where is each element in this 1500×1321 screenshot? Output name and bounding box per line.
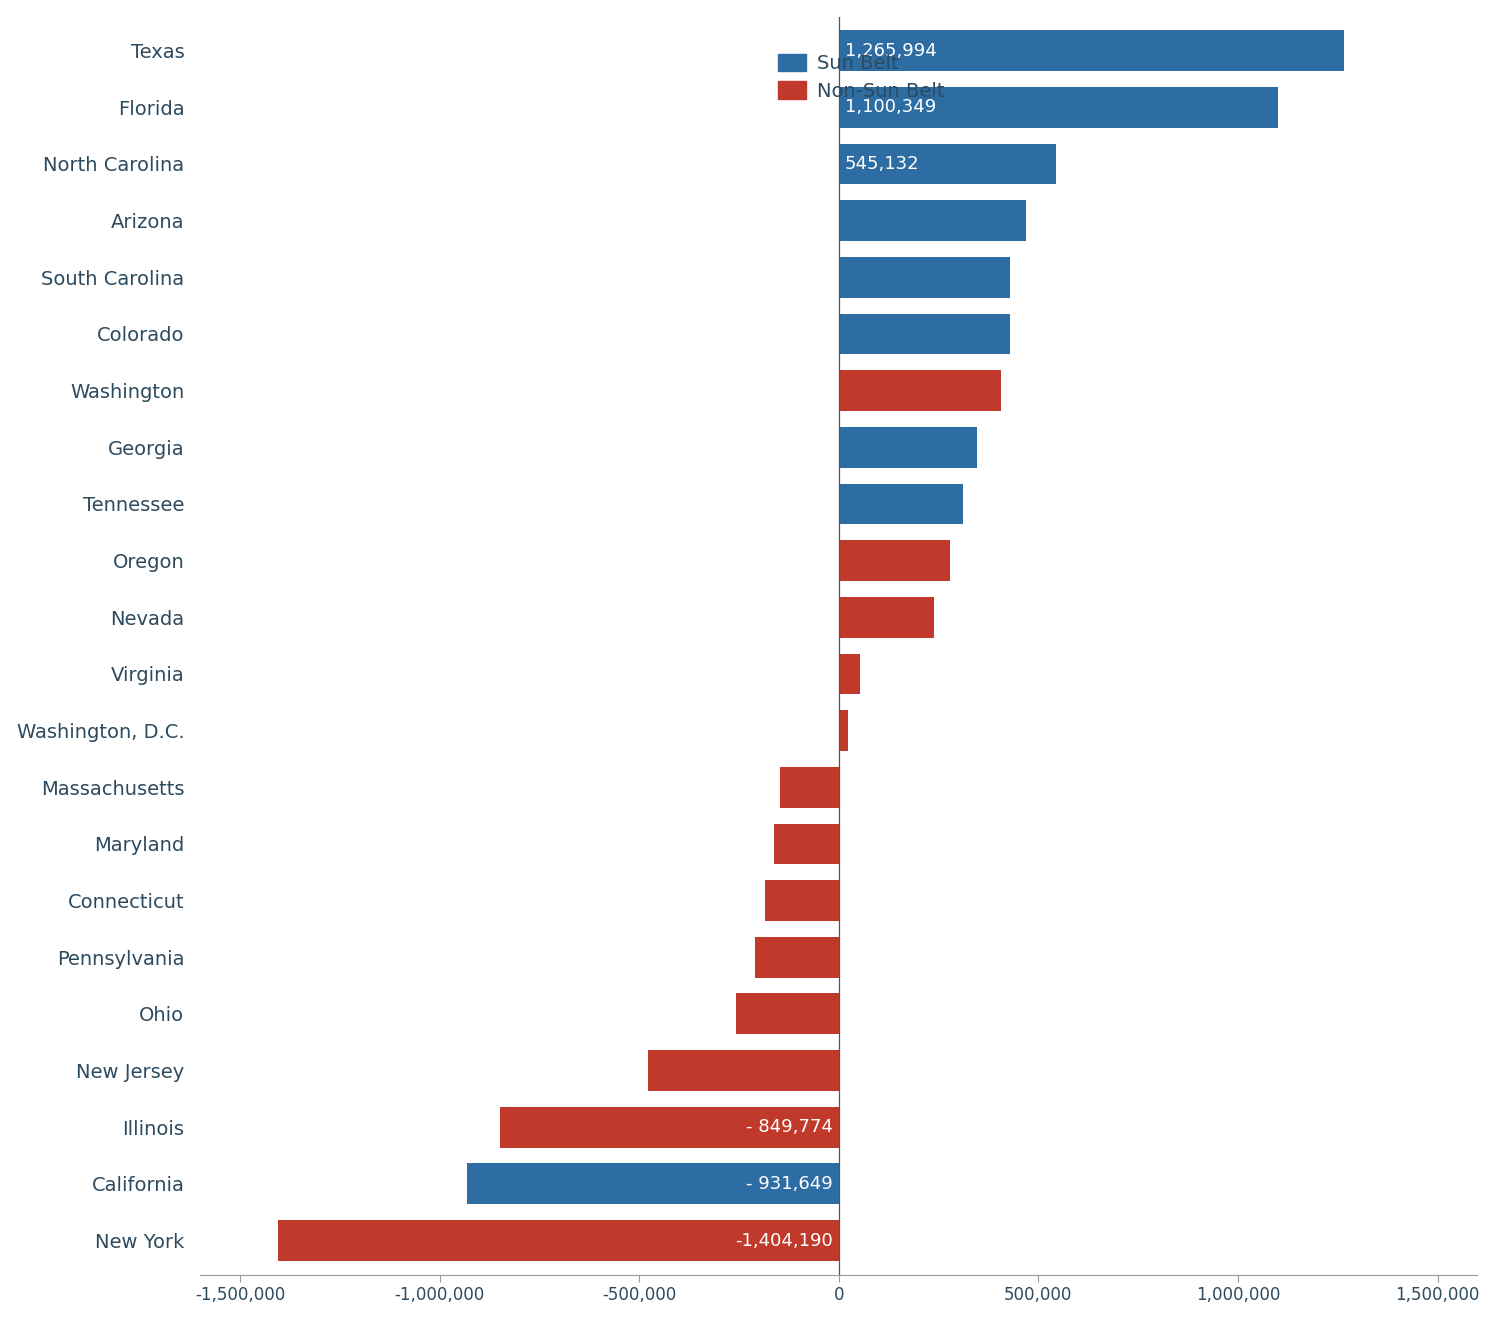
Text: 1,100,349: 1,100,349 — [844, 98, 936, 116]
Bar — [279, 1221, 839, 1262]
Bar — [839, 654, 860, 695]
Bar — [839, 370, 1001, 411]
Bar — [839, 597, 934, 638]
Bar — [839, 144, 1056, 185]
Legend: Sun Belt, Non-Sun Belt: Sun Belt, Non-Sun Belt — [778, 54, 945, 100]
Bar — [839, 427, 976, 468]
Bar — [754, 937, 839, 978]
Bar — [839, 483, 963, 524]
Bar — [765, 880, 839, 921]
Bar — [839, 30, 1344, 71]
Bar — [736, 993, 839, 1034]
Bar — [648, 1050, 839, 1091]
Bar — [466, 1164, 838, 1205]
Text: -1,404,190: -1,404,190 — [735, 1231, 833, 1250]
Bar — [839, 711, 848, 750]
Bar — [839, 201, 1026, 240]
Bar — [780, 768, 838, 807]
Text: 545,132: 545,132 — [844, 155, 920, 173]
Bar — [500, 1107, 838, 1148]
Bar — [839, 256, 1011, 297]
Text: - 931,649: - 931,649 — [746, 1174, 833, 1193]
Text: - 849,774: - 849,774 — [746, 1118, 833, 1136]
Bar — [839, 540, 950, 581]
Bar — [839, 87, 1278, 128]
Text: 1,265,994: 1,265,994 — [844, 42, 936, 59]
Bar — [839, 313, 1010, 354]
Bar — [774, 823, 838, 864]
